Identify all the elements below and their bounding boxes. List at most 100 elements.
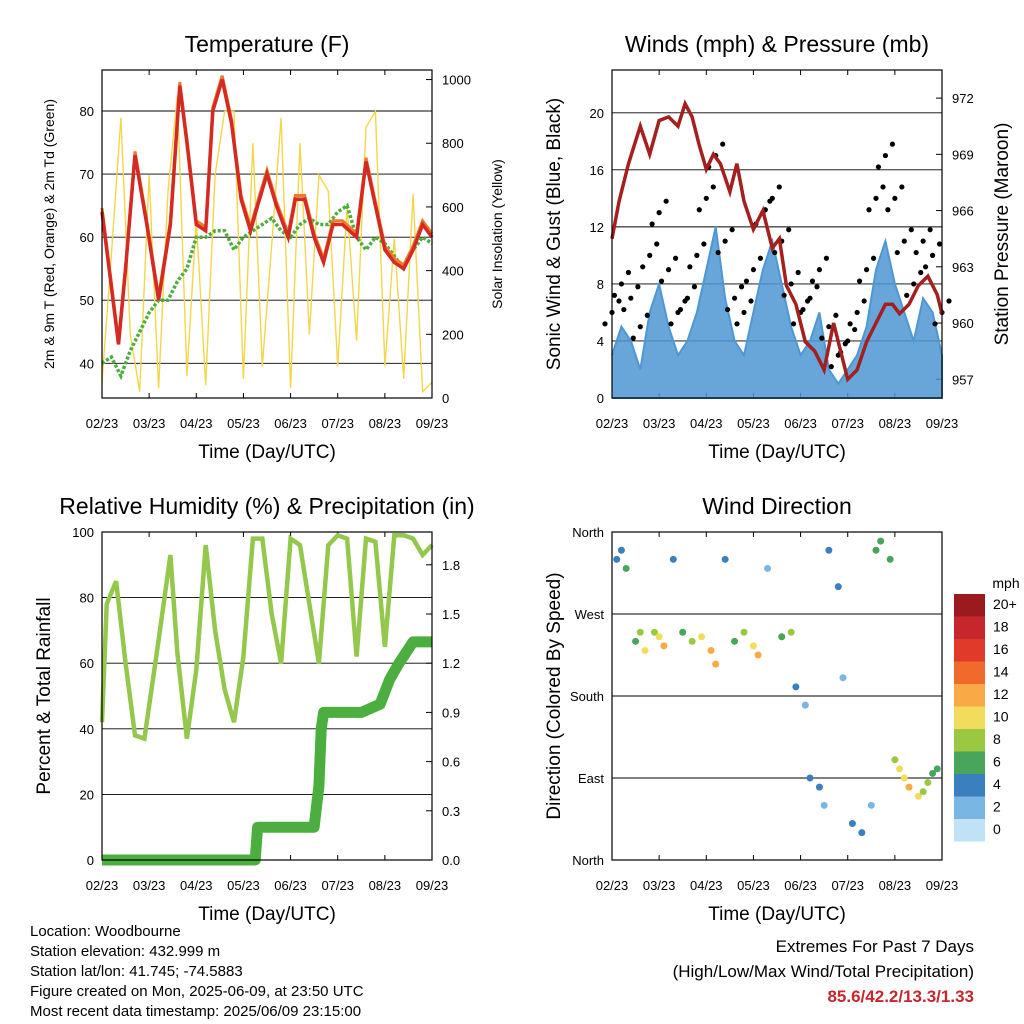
gust-point (703, 195, 709, 201)
gust-point (741, 309, 747, 316)
y-tick-label: 8 (597, 277, 604, 292)
x-tick-label: 08/23 (369, 416, 402, 431)
gust-point (656, 210, 662, 216)
gust-point (911, 281, 917, 287)
gust-point (854, 309, 860, 316)
x-tick-label: 03/23 (133, 878, 166, 893)
legend-swatch (954, 684, 985, 707)
gust-point (715, 249, 721, 256)
x-tick-label: 09/23 (926, 416, 959, 431)
x-tick-label: 06/23 (784, 878, 817, 893)
x-tick-label: 05/23 (737, 878, 770, 893)
legend-swatch (954, 661, 985, 684)
gust-point (611, 292, 618, 298)
direction-point (655, 633, 663, 641)
direction-point (872, 546, 880, 554)
y2-tick-label: 0.6 (442, 755, 460, 770)
x-tick-label: 03/23 (643, 416, 676, 431)
extremes-title: Extremes For Past 7 Days (775, 937, 974, 956)
y2-tick-label: 0.9 (442, 705, 460, 720)
gust-point (729, 227, 735, 233)
created-text: Figure created on Mon, 2025-06-09, at 23… (30, 983, 364, 1000)
sonic-wind-area (611, 226, 943, 399)
y-tick-label: East (578, 771, 604, 786)
y2-axis-label: Solar Insolation (Yellow) (489, 159, 505, 309)
gust-point (677, 306, 684, 313)
direction-point (886, 555, 894, 563)
gust-point (658, 278, 665, 284)
gust-point (809, 278, 816, 284)
direction-point (787, 628, 795, 636)
direction-point (632, 637, 640, 645)
y2-tick-label: 1.8 (442, 558, 460, 573)
y-axis-label: Percent & Total Rainfall (34, 597, 55, 794)
x-tick-label: 09/23 (416, 416, 449, 431)
y-tick-label: 12 (590, 220, 604, 235)
gust-point (757, 255, 764, 261)
gust-point (866, 207, 872, 213)
legend-label: 20+ (993, 596, 1017, 612)
y2-tick-label: 972 (952, 91, 974, 106)
gust-point (856, 278, 863, 284)
gust-point (918, 269, 924, 276)
chart-title: Winds (mph) & Pressure (mb) (625, 31, 929, 57)
chart-title: Relative Humidity (%) & Precipitation (i… (59, 493, 474, 519)
gust-point (722, 238, 728, 244)
direction-point (919, 788, 927, 796)
legend-swatch (954, 774, 985, 797)
x-tick-label: 06/23 (274, 416, 307, 431)
winds-pressure-panel: Winds (mph) & Pressure (mb) Time (Day/UTC… (544, 31, 1013, 463)
y2-tick-label: 963 (952, 260, 974, 275)
legend-swatch (954, 729, 985, 752)
direction-point (929, 769, 937, 777)
gust-point (845, 338, 851, 344)
gust-point (618, 281, 625, 287)
direction-point (688, 637, 696, 645)
direction-point (933, 765, 941, 773)
extremes-values: 85.6/42.2/13.3/1.33 (827, 987, 974, 1006)
y-tick-label: 16 (590, 163, 604, 178)
gust-point (899, 184, 905, 190)
gust-point (644, 312, 650, 318)
direction-point (806, 774, 814, 782)
direction-point (698, 633, 706, 641)
gust-point (720, 141, 726, 147)
direction-point (867, 801, 875, 809)
gust-point (922, 264, 929, 270)
gust-point (748, 298, 754, 304)
direction-point (896, 765, 904, 773)
legend-label: 16 (993, 641, 1009, 657)
direction-point (905, 783, 913, 791)
gust-point (696, 207, 702, 213)
direction-point (825, 546, 833, 554)
legend-swatch (954, 616, 985, 639)
legend-label: 14 (993, 664, 1009, 680)
direction-point (660, 642, 668, 650)
plot-frame (611, 531, 943, 861)
legend-swatch (954, 639, 985, 662)
x-tick-label: 03/23 (643, 878, 676, 893)
y2-tick-label: 0.0 (442, 853, 460, 868)
legend-title: mph (992, 575, 1019, 591)
gust-point (932, 321, 938, 327)
station-info: Location: Woodbourne Station elevation: … (30, 922, 364, 1022)
gust-point (786, 227, 792, 233)
legend-label: 8 (993, 731, 1001, 747)
temp-2m-line (100, 78, 434, 345)
gust-point (781, 292, 787, 298)
y2-tick-label: 600 (442, 200, 464, 215)
gust-point (823, 255, 830, 261)
gust-point (873, 195, 879, 201)
direction-point (754, 651, 762, 659)
gust-point (743, 278, 750, 284)
direction-point (617, 546, 625, 554)
plot-frame (101, 69, 433, 399)
x-axis-label: Time (Day/UTC) (198, 904, 336, 925)
y-tick-label: 40 (80, 356, 94, 371)
gust-point (892, 195, 898, 201)
gust-point (734, 321, 740, 327)
direction-point (650, 628, 658, 636)
y2-tick-label: 0.3 (442, 804, 460, 819)
y2-tick-label: 1.2 (442, 656, 460, 671)
y-tick-label: 60 (80, 230, 94, 245)
